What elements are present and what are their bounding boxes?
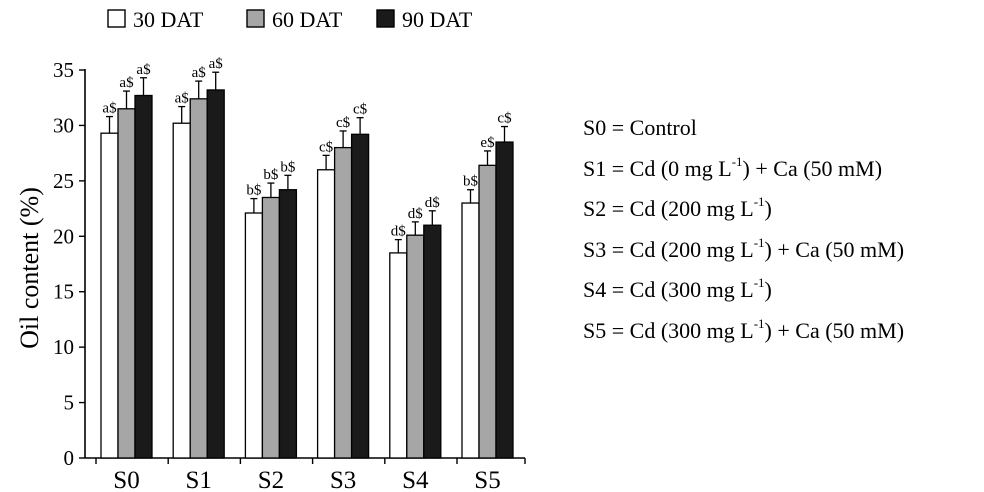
legend-label: 90 DAT [402, 7, 473, 32]
bar-60-dat [333, 146, 353, 459]
note-text: S5 = Cd (300 mg L [583, 317, 754, 343]
bar-60-dat [406, 234, 425, 459]
significance-label: c$ [497, 111, 512, 127]
treatment-note-s3: S3 = Cd (200 mg L-1) + Ca (50 mM) [583, 230, 904, 271]
x-tick-label: S0 [113, 467, 139, 492]
significance-label: b$ [463, 174, 479, 190]
bar-60-dat [261, 196, 281, 459]
y-tick-label: 35 [53, 58, 74, 82]
note-exponent: -1 [753, 234, 765, 250]
treatment-note-s0: S0 = Control [583, 108, 904, 149]
treatment-note-s5: S5 = Cd (300 mg L-1) + Ca (50 mM) [583, 311, 904, 352]
note-text: S3 = Cd (200 mg L [583, 236, 754, 262]
treatment-note-s4: S4 = Cd (300 mg L-1) [583, 270, 904, 311]
significance-label: d$ [391, 224, 407, 240]
note-text-tail: ) + Ca (50 mM) [742, 155, 883, 181]
significance-label: c$ [336, 115, 351, 131]
y-tick-label: 30 [53, 113, 74, 137]
note-text-tail: ) + Ca (50 mM) [764, 317, 905, 343]
significance-label: c$ [353, 102, 368, 118]
bar-90-dat [495, 141, 514, 459]
bar-60-dat [117, 108, 136, 459]
bar-90-dat [206, 89, 225, 459]
bar-90-dat [350, 133, 370, 459]
bar-30-dat [389, 252, 408, 459]
legend-swatch [246, 9, 265, 28]
note-text: S0 = Control [583, 115, 697, 140]
y-tick-label: 0 [64, 446, 75, 470]
significance-label: a$ [192, 65, 207, 81]
note-text-tail: ) [764, 196, 772, 221]
bar-90-dat [278, 189, 298, 459]
y-tick-label: 20 [53, 224, 74, 248]
significance-label: a$ [136, 62, 151, 78]
note-exponent: -1 [753, 194, 765, 209]
treatment-note-s2: S2 = Cd (200 mg L-1) [583, 189, 904, 230]
bar-30-dat [461, 202, 480, 459]
significance-label: a$ [175, 91, 190, 107]
significance-label: e$ [480, 135, 495, 151]
note-text: S1 = Cd (0 mg L [583, 155, 732, 181]
significance-label: a$ [102, 101, 117, 117]
significance-label: a$ [119, 75, 134, 91]
note-text-tail: ) [764, 277, 772, 302]
significance-label: b$ [280, 159, 296, 175]
bar-90-dat [423, 224, 442, 459]
y-tick-label: 15 [53, 280, 74, 304]
bar-30-dat [316, 169, 336, 459]
significance-label: d$ [425, 195, 441, 211]
significance-label: a$ [209, 56, 224, 72]
significance-label: c$ [319, 139, 334, 155]
note-exponent: -1 [753, 315, 765, 331]
treatment-note-s1: S1 = Cd (0 mg L-1) + Ca (50 mM) [583, 149, 904, 190]
bar-30-dat [172, 122, 191, 459]
note-exponent: -1 [731, 153, 743, 169]
y-tick-label: 10 [53, 335, 74, 359]
y-tick-label: 25 [53, 169, 74, 193]
bar-60-dat [189, 98, 208, 459]
significance-label: b$ [246, 183, 262, 199]
bar-30-dat [100, 132, 119, 459]
significance-label: d$ [408, 206, 424, 222]
bar-90-dat [134, 94, 153, 459]
x-tick-label: S1 [185, 467, 211, 492]
x-tick-label: S4 [402, 467, 429, 492]
x-tick-label: S5 [474, 467, 500, 492]
x-tick-label: S3 [330, 467, 356, 492]
note-text: S2 = Cd (200 mg L [583, 196, 754, 221]
legend-swatch [376, 9, 395, 28]
legend-label: 60 DAT [272, 7, 343, 32]
significance-label: b$ [263, 167, 279, 183]
bar-60-dat [478, 164, 497, 459]
note-exponent: -1 [753, 275, 765, 290]
x-tick-label: S2 [258, 467, 284, 492]
note-text: S4 = Cd (300 mg L [583, 277, 754, 302]
note-text-tail: ) + Ca (50 mM) [764, 236, 905, 262]
legend-label: 30 DAT [133, 7, 204, 32]
treatment-legend: S0 = Control S1 = Cd (0 mg L-1) + Ca (50… [583, 108, 904, 351]
y-axis-title: Oil content (%) [15, 187, 44, 349]
legend-swatch [107, 9, 126, 28]
y-tick-label: 5 [64, 391, 75, 415]
bar-30-dat [244, 212, 264, 459]
